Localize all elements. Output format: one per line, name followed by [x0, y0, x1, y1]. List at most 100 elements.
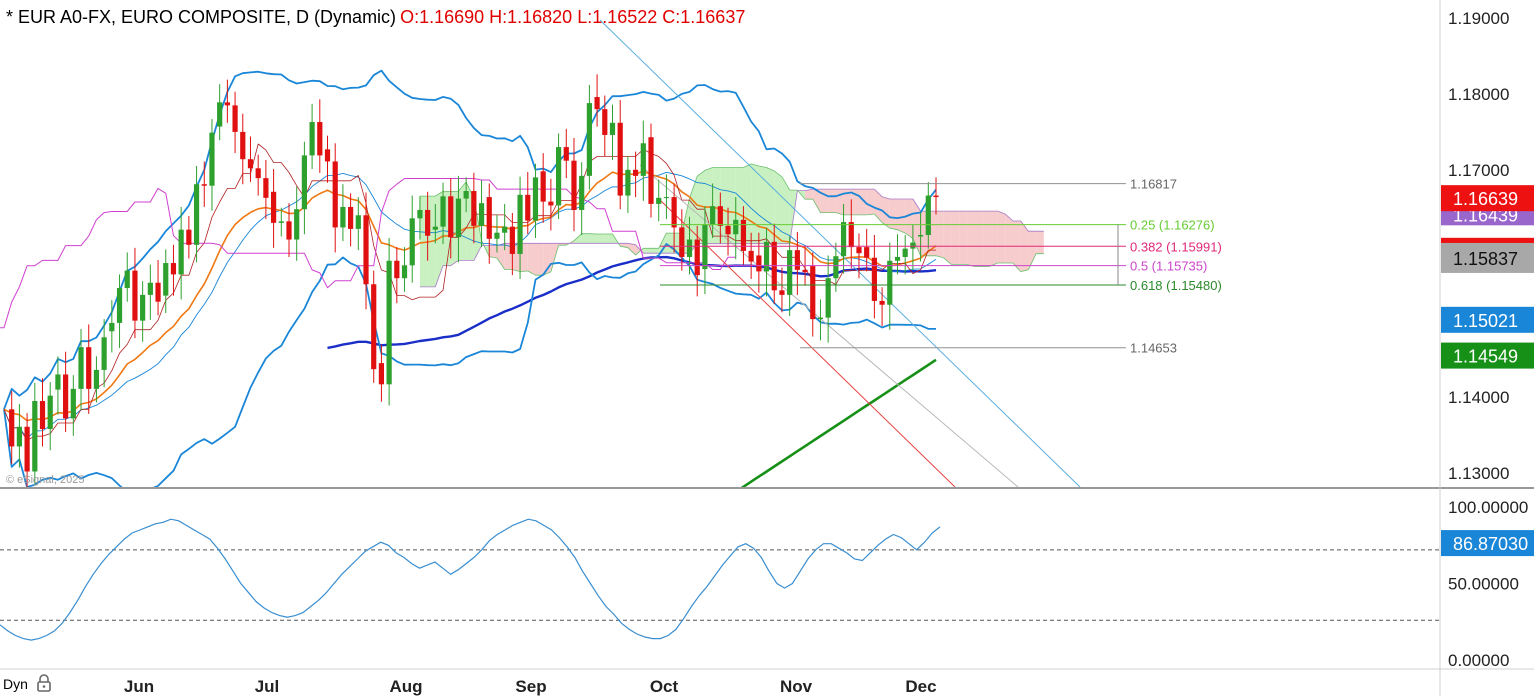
candle-body [648, 137, 654, 204]
candle-body [301, 155, 307, 210]
kumo-segment [858, 189, 867, 215]
symbol-title: * EUR A0-FX, EURO COMPOSITE, D (Dynamic) [6, 7, 397, 27]
candle-body [348, 206, 354, 229]
kumo-segment [1036, 231, 1044, 254]
kumo-segment [597, 234, 605, 244]
candle-body [633, 169, 639, 176]
price-tick-label: 1.13000 [1448, 464, 1509, 483]
candle-body [132, 270, 138, 321]
candle-body [47, 395, 53, 430]
price-flag-ema-label: 1.15837 [1453, 249, 1518, 269]
channel-mid [639, 164, 1019, 487]
bollinger-mid [3, 171, 937, 439]
month-tick-label: Aug [389, 677, 422, 696]
price-tick-label: 1.17000 [1448, 161, 1509, 180]
candle-body [710, 206, 716, 225]
candle-body [124, 270, 130, 289]
bollinger-upper [3, 69, 937, 410]
sma-slow-line [740, 358, 937, 487]
candle-body [93, 369, 100, 389]
candle-body [887, 260, 893, 305]
kumo-segment [989, 211, 998, 267]
candle-body [170, 263, 177, 275]
rsi-tick-label: 50.00000 [1448, 575, 1519, 594]
candle-body [378, 363, 385, 385]
candle-body [116, 288, 123, 323]
kumo-segment [866, 189, 875, 215]
kumo-segment [1028, 231, 1037, 270]
candle-body [63, 374, 69, 419]
month-tick-label: Jun [124, 677, 154, 696]
ohlc-readout: O:1.16690 H:1.16820 L:1.16522 C:1.16637 [400, 7, 746, 27]
candle-body [140, 294, 146, 321]
lock-icon[interactable] [37, 674, 51, 692]
candle-body [178, 229, 184, 275]
candle-body [502, 226, 508, 233]
kumo-segment [489, 245, 497, 259]
candle-body [247, 159, 254, 169]
price-flag-tenkan [1441, 237, 1534, 246]
candle-body [78, 347, 84, 389]
kumo-segment [604, 234, 613, 244]
candle-body [540, 171, 546, 202]
candle-body [355, 215, 361, 229]
candle-body [24, 426, 30, 472]
candle-body [725, 225, 731, 235]
channel-lower [659, 199, 956, 487]
time-axis: Jun Jul Aug Sep Oct Nov Dec [124, 677, 937, 696]
candle-body [147, 282, 153, 295]
candle-body [16, 426, 23, 447]
candle-body [209, 132, 215, 186]
kumo-segment [835, 189, 844, 215]
kumo-segment [982, 211, 990, 267]
candle-body [255, 168, 261, 179]
price-tick-label: 1.14000 [1448, 388, 1509, 407]
kumo-segment [774, 170, 782, 244]
kumo-segment [496, 243, 505, 270]
kumo-segment [1005, 214, 1014, 264]
candle-body [294, 209, 300, 240]
candle-body [340, 206, 346, 228]
candle-body [240, 131, 246, 160]
candle-body [324, 149, 331, 162]
chart-header: * EUR A0-FX, EURO COMPOSITE, D (Dynamic)… [6, 7, 745, 28]
candle-body [594, 97, 600, 110]
candle-body [163, 263, 169, 296]
candle-body [717, 206, 723, 226]
candle-body [871, 257, 877, 301]
price-panel: 1.16817 0.25 (1.16276) 0.382 (1.15991) 0.5 … [0, 19, 1222, 487]
fib-level-label: 1.16817 [1130, 177, 1177, 192]
tenkan-line [3, 143, 936, 441]
kumo-segment [805, 189, 813, 200]
price-flag-sma-label: 1.14549 [1453, 347, 1518, 367]
candle-body [663, 197, 670, 199]
candle-body [794, 250, 800, 270]
month-tick-label: Jul [255, 677, 280, 696]
candle-body [925, 195, 931, 235]
candle-body [278, 221, 284, 223]
candle-body [401, 265, 408, 279]
candle-body [155, 282, 161, 302]
candle-body [425, 209, 431, 236]
candle-body [232, 105, 238, 132]
ema-line [3, 170, 937, 422]
fib-level-label: 0.25 (1.16276) [1130, 218, 1215, 233]
candle-body [748, 250, 754, 262]
candle-body [101, 337, 107, 370]
candle-body [571, 160, 577, 210]
kumo-segment [997, 211, 1006, 264]
channel-upper [599, 19, 1081, 487]
candle-body [332, 161, 338, 228]
candle-body [432, 226, 438, 230]
price-flag-last [1441, 185, 1534, 212]
candle-body [217, 102, 223, 127]
kumo-segment [943, 211, 952, 265]
candle-body [317, 122, 323, 156]
candle-body [525, 194, 531, 221]
dynamic-mode-label[interactable]: Dyn [3, 676, 28, 692]
kumo-segment [936, 211, 944, 258]
kumo-segment [966, 211, 975, 267]
candle-body [817, 317, 824, 320]
rsi-tick-label: 100.00000 [1448, 498, 1528, 517]
rsi-value-flag [1441, 530, 1534, 557]
